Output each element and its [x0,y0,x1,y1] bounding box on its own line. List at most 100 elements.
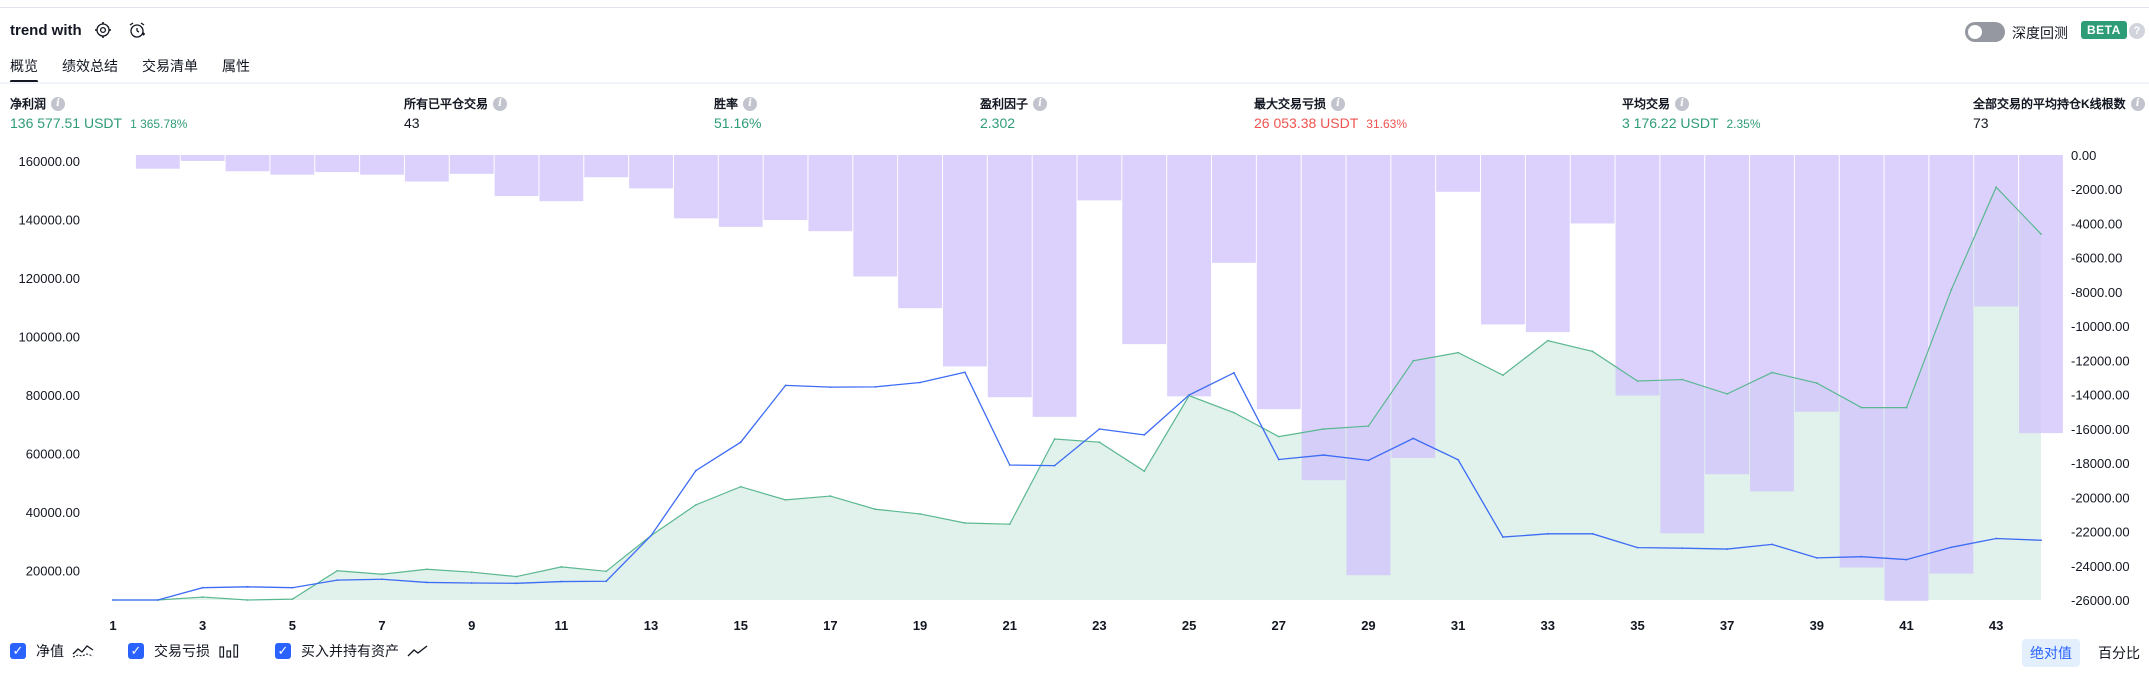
info-icon[interactable]: i [1675,96,1690,111]
drawdown-bar [1794,155,1839,412]
drawdown-bar [1929,155,1974,574]
metric-max-trade-loss: 最大交易亏损 i 26 053.38 USDT 31.63% [1254,95,1407,131]
checkbox-checked-icon[interactable]: ✓ [128,643,144,659]
info-icon[interactable]: i [1033,96,1048,111]
equity-point [1008,523,1011,526]
y-left-tick-label: 40000.00 [26,505,80,520]
y-left-tick-label: 120000.00 [19,271,80,286]
equity-point [739,485,742,488]
metric-net-profit: 净利润 i 136 577.51 USDT 1 365.78% [10,95,187,131]
buy-hold-point [1771,543,1773,546]
tab-performance-summary[interactable]: 绩效总结 [62,58,118,74]
drawdown-bar [1391,155,1436,458]
metric-percent: 2.35% [1726,117,1761,131]
alarm-clock-icon[interactable] [127,20,147,40]
chart-legend: ✓ 净值 ✓ 交易亏损 ✓ 买入并持有资产 绝对值 百分比 [0,637,2149,667]
equity-point [1098,441,1101,444]
x-tick-label: 3 [199,618,206,633]
buy-hold-point [112,599,114,601]
y-right-tick-label: -8000.00 [2071,285,2122,300]
drawdown-bar [1660,155,1705,534]
metric-value: 2.302 [980,115,1016,131]
settings-icon[interactable] [93,20,113,40]
legend-equity[interactable]: ✓ 净值 [10,641,94,661]
x-tick-label: 25 [1182,618,1196,633]
y-right-tick-label: -10000.00 [2071,319,2130,334]
info-icon[interactable]: i [493,96,508,111]
equity-point [470,571,473,574]
equity-point [1053,438,1056,440]
metric-label: 胜率 [714,97,739,111]
metric-closed-trades: 所有已平仓交易 i 43 [404,95,508,131]
equity-point [1726,392,1729,395]
percentage-button[interactable]: 百分比 [2098,645,2140,661]
x-tick-label: 17 [823,618,837,633]
info-icon[interactable]: i [51,96,66,111]
area-line-icon [72,645,94,658]
metric-win-rate: 胜率 i 51.16% [714,95,761,131]
drawdown-bar [1705,155,1750,475]
equity-point [201,596,204,598]
x-tick-label: 31 [1451,618,1465,633]
metric-profit-factor: 盈利因子 i 2.302 [980,95,1048,131]
tab-divider [0,82,2149,84]
equity-point [291,598,294,601]
equity-point [1815,382,1818,384]
buy-hold-point [291,586,294,589]
drawdown-bar [315,155,360,173]
metric-label: 最大交易亏损 [1254,97,1327,111]
buy-hold-line [113,371,2042,601]
buy-hold-point [874,385,877,388]
drawdown-bar [898,155,942,309]
buy-hold-point [1950,546,1953,549]
legend-buy-hold[interactable]: ✓ 买入并持有资产 [275,641,429,661]
metric-label: 所有已平仓交易 [404,97,489,111]
metric-value: 136 577.51 USDT [10,115,123,131]
drawdown-bar [1212,155,1256,263]
drawdown-bar [180,155,225,161]
equity-point [1457,351,1460,354]
buy-hold-point [425,581,428,584]
info-icon[interactable]: i [2130,96,2145,111]
metric-avg-trade: 平均交易 i 3 176.22 USDT 2.35% [1622,95,1761,131]
y-right-tick-label: -16000.00 [2071,422,2130,437]
buy-hold-point [1188,394,1190,396]
metric-value: 43 [404,115,420,131]
buy-hold-point [560,580,563,583]
checkbox-checked-icon[interactable]: ✓ [10,643,26,659]
checkbox-checked-icon[interactable]: ✓ [275,643,291,659]
active-tab-indicator [10,80,38,83]
line-chart-icon [407,645,428,657]
metric-value: 73 [1973,115,1989,131]
info-icon[interactable]: i [743,96,758,111]
tab-trade-list[interactable]: 交易清单 [142,58,198,74]
buy-hold-point [650,534,652,537]
bar-chart-icon [219,644,239,658]
x-tick-label: 21 [1003,618,1017,633]
buy-hold-point [829,386,832,389]
y-right-tick-label: -18000.00 [2071,456,2130,471]
drawdown-bar [987,155,1032,398]
drawdown-bar [2019,155,2063,434]
drawdown-bar [1615,155,1660,396]
help-icon[interactable]: ? [2129,23,2145,39]
buy-hold-point [605,580,608,583]
tab-properties[interactable]: 属性 [222,58,250,74]
legend-drawdown[interactable]: ✓ 交易亏损 [128,641,240,661]
x-tick-label: 37 [1720,618,1734,633]
top-divider [0,7,2149,8]
absolute-value-button[interactable]: 绝对值 [2022,639,2080,667]
equity-point [1277,435,1280,438]
equity-point [1367,425,1370,427]
deep-backtest-toggle[interactable] [1965,22,2005,42]
info-icon[interactable]: i [1331,96,1346,111]
x-tick-label: 41 [1899,618,1913,633]
drawdown-bar [1974,155,2019,307]
buy-hold-point [1053,464,1056,467]
y-left-tick-label: 160000.00 [19,154,80,169]
equity-point [919,513,921,515]
tab-overview[interactable]: 概览 [10,58,38,74]
buy-hold-point [1905,558,1908,561]
equity-point [1502,374,1504,377]
drawdown-bar [1884,155,1929,601]
